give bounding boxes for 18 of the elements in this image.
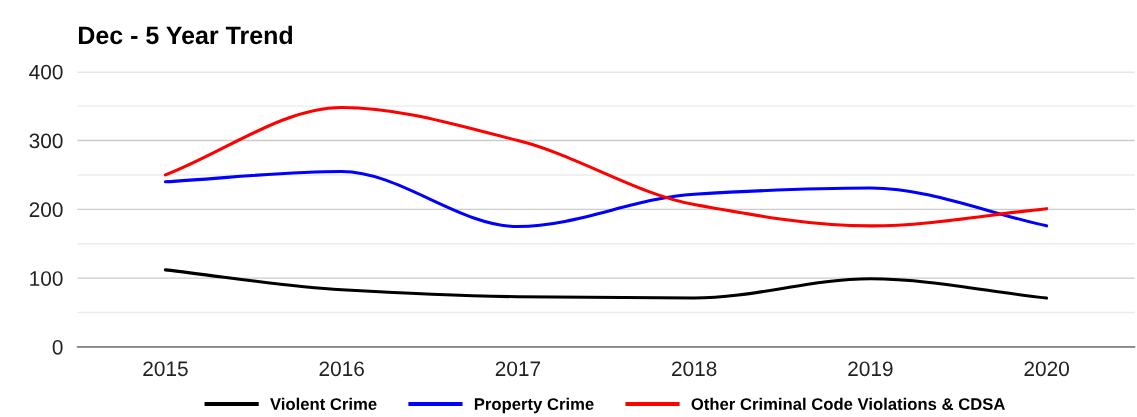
chart-title: Dec - 5 Year Trend [78,25,293,45]
y-tick-label: 200 [29,202,63,218]
x-tick-label: 2018 [672,361,717,377]
x-tick-label: 2015 [143,361,188,377]
x-tick-label: 2019 [848,361,893,377]
legend-label: Other Criminal Code Violations & CDSA [691,397,1005,410]
y-tick-label: 0 [52,339,63,355]
line-series [163,169,1049,229]
x-tick-label: 2020 [1024,361,1069,377]
line-series [163,105,1049,228]
legend-label: Violent Crime [270,397,377,410]
x-tick-label: 2016 [319,361,364,377]
y-tick-label: 100 [30,271,63,286]
y-tick-label: 400 [29,64,63,80]
y-tick-label: 300 [29,133,63,149]
legend-label: Property Crime [474,397,594,414]
x-tick-label: 2017 [495,361,541,377]
line-series [163,268,1049,300]
